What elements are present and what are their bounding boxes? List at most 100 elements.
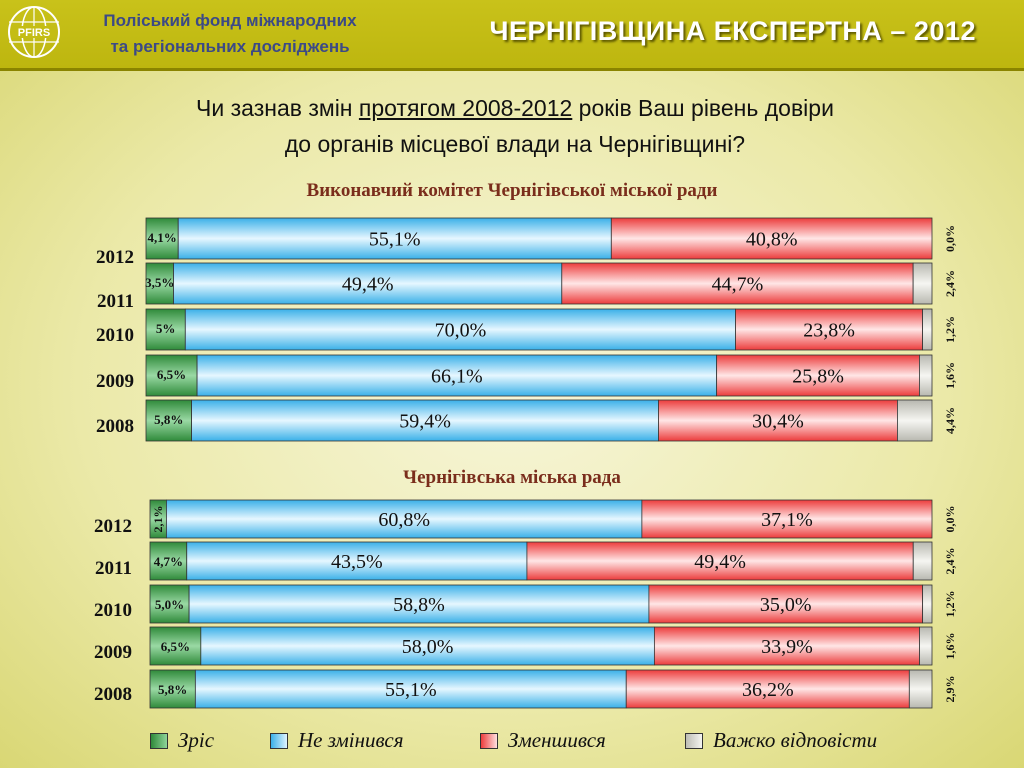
legend-item-unchanged: Не змінився: [270, 728, 403, 753]
legend-item-hard: Важко відповісти: [685, 728, 877, 753]
legend: Зріс Не змінився Зменшився Важко відпові…: [140, 728, 940, 758]
bar-segment-grew: [145, 399, 192, 442]
bar-label-unchanged: 49,4%: [342, 274, 394, 296]
bar-segment-grew: [149, 541, 188, 581]
bar-label-decreased: 49,4%: [694, 551, 746, 573]
bar-label-grew: 6,5%: [157, 367, 186, 382]
question-period: протягом 2008-2012: [358, 95, 573, 121]
bar-label-decreased: 33,9%: [761, 636, 813, 658]
bar-segment-decreased: [658, 399, 898, 442]
legend-label-hard: Важко відповісти: [713, 728, 878, 752]
bar-segment-unchanged: [191, 399, 659, 442]
legend-label-grew: Зріс: [178, 728, 215, 752]
year-label: 2010: [94, 600, 132, 621]
bar-label-grew: 5%: [156, 321, 176, 336]
bar-segment-unchanged: [186, 541, 528, 581]
bar-segment-unchanged: [173, 262, 563, 305]
org-line-2: та регіональних досліджень: [110, 37, 350, 56]
bar-segment-decreased: [716, 354, 920, 397]
org-line-1: Поліський фонд міжнародних: [103, 11, 357, 30]
year-label: 2009: [96, 371, 134, 392]
bar-segment-decreased: [653, 626, 920, 666]
bar-label-decreased: 44,7%: [712, 274, 764, 296]
bar-label-grew: 5,0%: [155, 597, 184, 612]
bar-segment-decreased: [625, 669, 910, 709]
chart-2: 2012 2,1% 60,8% 37,1% 0,0% 2011 4,7% 43,5% 49,4%…: [94, 499, 957, 709]
bar-label-unchanged: 60,8%: [378, 509, 430, 531]
bar-segment-unchanged: [184, 308, 736, 351]
bar-label-unchanged: 59,4%: [399, 411, 451, 433]
bar-segment-hard: [912, 262, 933, 305]
bar-label-grew: 4,7%: [154, 554, 183, 569]
bar-segment-decreased: [610, 217, 933, 260]
bar-segment-unchanged: [196, 354, 718, 397]
bar-label-unchanged: 58,0%: [402, 636, 454, 658]
bar-label-hard: 2,4%: [943, 270, 957, 297]
bar-label-decreased: 37,1%: [761, 509, 813, 531]
bar-label-unchanged: 66,1%: [431, 366, 483, 388]
bar-label-decreased: 36,2%: [742, 679, 794, 701]
bar-label-hard: 4,4%: [943, 407, 957, 434]
bar-segment-grew: [145, 217, 179, 260]
bar-segment-decreased: [526, 541, 914, 581]
organization-name: Поліський фонд міжнародних та регіональн…: [70, 8, 390, 60]
legend-label-unchanged: Не змінився: [298, 728, 404, 752]
bar-segment-hard: [897, 399, 933, 442]
bar-segment-unchanged: [194, 669, 627, 709]
bar-label-hard: 2,9%: [943, 676, 957, 703]
legend-swatch-hard: [685, 732, 703, 749]
survey-question: Чи зазнав змін протягом 2008-2012 років …: [90, 90, 940, 162]
bar-segment-hard: [919, 354, 933, 397]
bar-label-hard: 2,4%: [943, 548, 957, 575]
legend-swatch-grew: [150, 732, 168, 749]
bar-label-decreased: 40,8%: [746, 229, 798, 251]
bar-segment-hard: [922, 584, 933, 624]
year-label: 2012: [96, 247, 134, 268]
bar-label-hard: 1,6%: [943, 633, 957, 660]
bar-label-unchanged: 58,8%: [393, 594, 445, 616]
bar-segment-decreased: [641, 499, 933, 539]
bar-segment-grew: [145, 354, 198, 397]
bar-segment-unchanged: [177, 217, 612, 260]
bar-segment-grew: [145, 308, 186, 351]
bar-label-grew: 2,1%: [151, 506, 165, 533]
bar-segment-hard: [919, 626, 933, 666]
bar-segment-decreased: [561, 262, 914, 305]
bar-label-grew: 6,5%: [161, 639, 190, 654]
bar-label-hard: 0,0%: [943, 225, 957, 252]
bar-segment-grew: [149, 626, 202, 666]
chart-title-executive-committee: Виконавчий комітет Чернігівської міської…: [306, 180, 718, 201]
bar-label-unchanged: 70,0%: [435, 320, 487, 342]
logo-text: PFIRS: [18, 27, 50, 39]
bar-segment-hard: [908, 669, 933, 709]
header-bar: PFIRS Поліський фонд міжнародних та регі…: [0, 0, 1024, 71]
bar-segment-decreased: [735, 308, 923, 351]
bar-label-grew: 5,8%: [154, 412, 183, 427]
chart-title-city-council: Чернігівська міська рада: [403, 467, 621, 488]
question-part-1: Чи зазнав змін: [196, 95, 359, 121]
legend-label-decreased: Зменшився: [508, 728, 606, 752]
bar-label-hard: 1,2%: [943, 316, 957, 343]
bar-label-decreased: 30,4%: [752, 411, 804, 433]
legend-swatch-decreased: [480, 732, 498, 749]
globe-logo-icon: PFIRS: [8, 6, 60, 58]
bar-label-decreased: 25,8%: [792, 366, 844, 388]
year-label: 2008: [96, 416, 134, 437]
chart-1: 2012 4,1% 55,1% 40,8% 0,0% 2011 3,5% 49,4% 44,7%…: [96, 217, 957, 442]
bar-label-hard: 0,0%: [943, 506, 957, 533]
bar-label-unchanged: 43,5%: [331, 551, 383, 573]
year-label: 2008: [94, 684, 132, 705]
legend-item-decreased: Зменшився: [480, 728, 606, 753]
year-label: 2009: [94, 642, 132, 663]
legend-item-grew: Зріс: [150, 728, 214, 753]
bar-label-grew: 4,1%: [147, 230, 176, 245]
bar-segment-hard: [912, 541, 933, 581]
bar-segment-unchanged: [166, 499, 643, 539]
bar-label-unchanged: 55,1%: [369, 229, 421, 251]
year-label: 2011: [95, 558, 132, 579]
bar-label-grew: 3,5%: [145, 275, 174, 290]
bar-segment-hard: [922, 308, 933, 351]
brand-title: ЧЕРНІГІВЩИНА ЕКСПЕРТНА – 2012: [489, 16, 976, 46]
legend-swatch-unchanged: [270, 732, 288, 749]
